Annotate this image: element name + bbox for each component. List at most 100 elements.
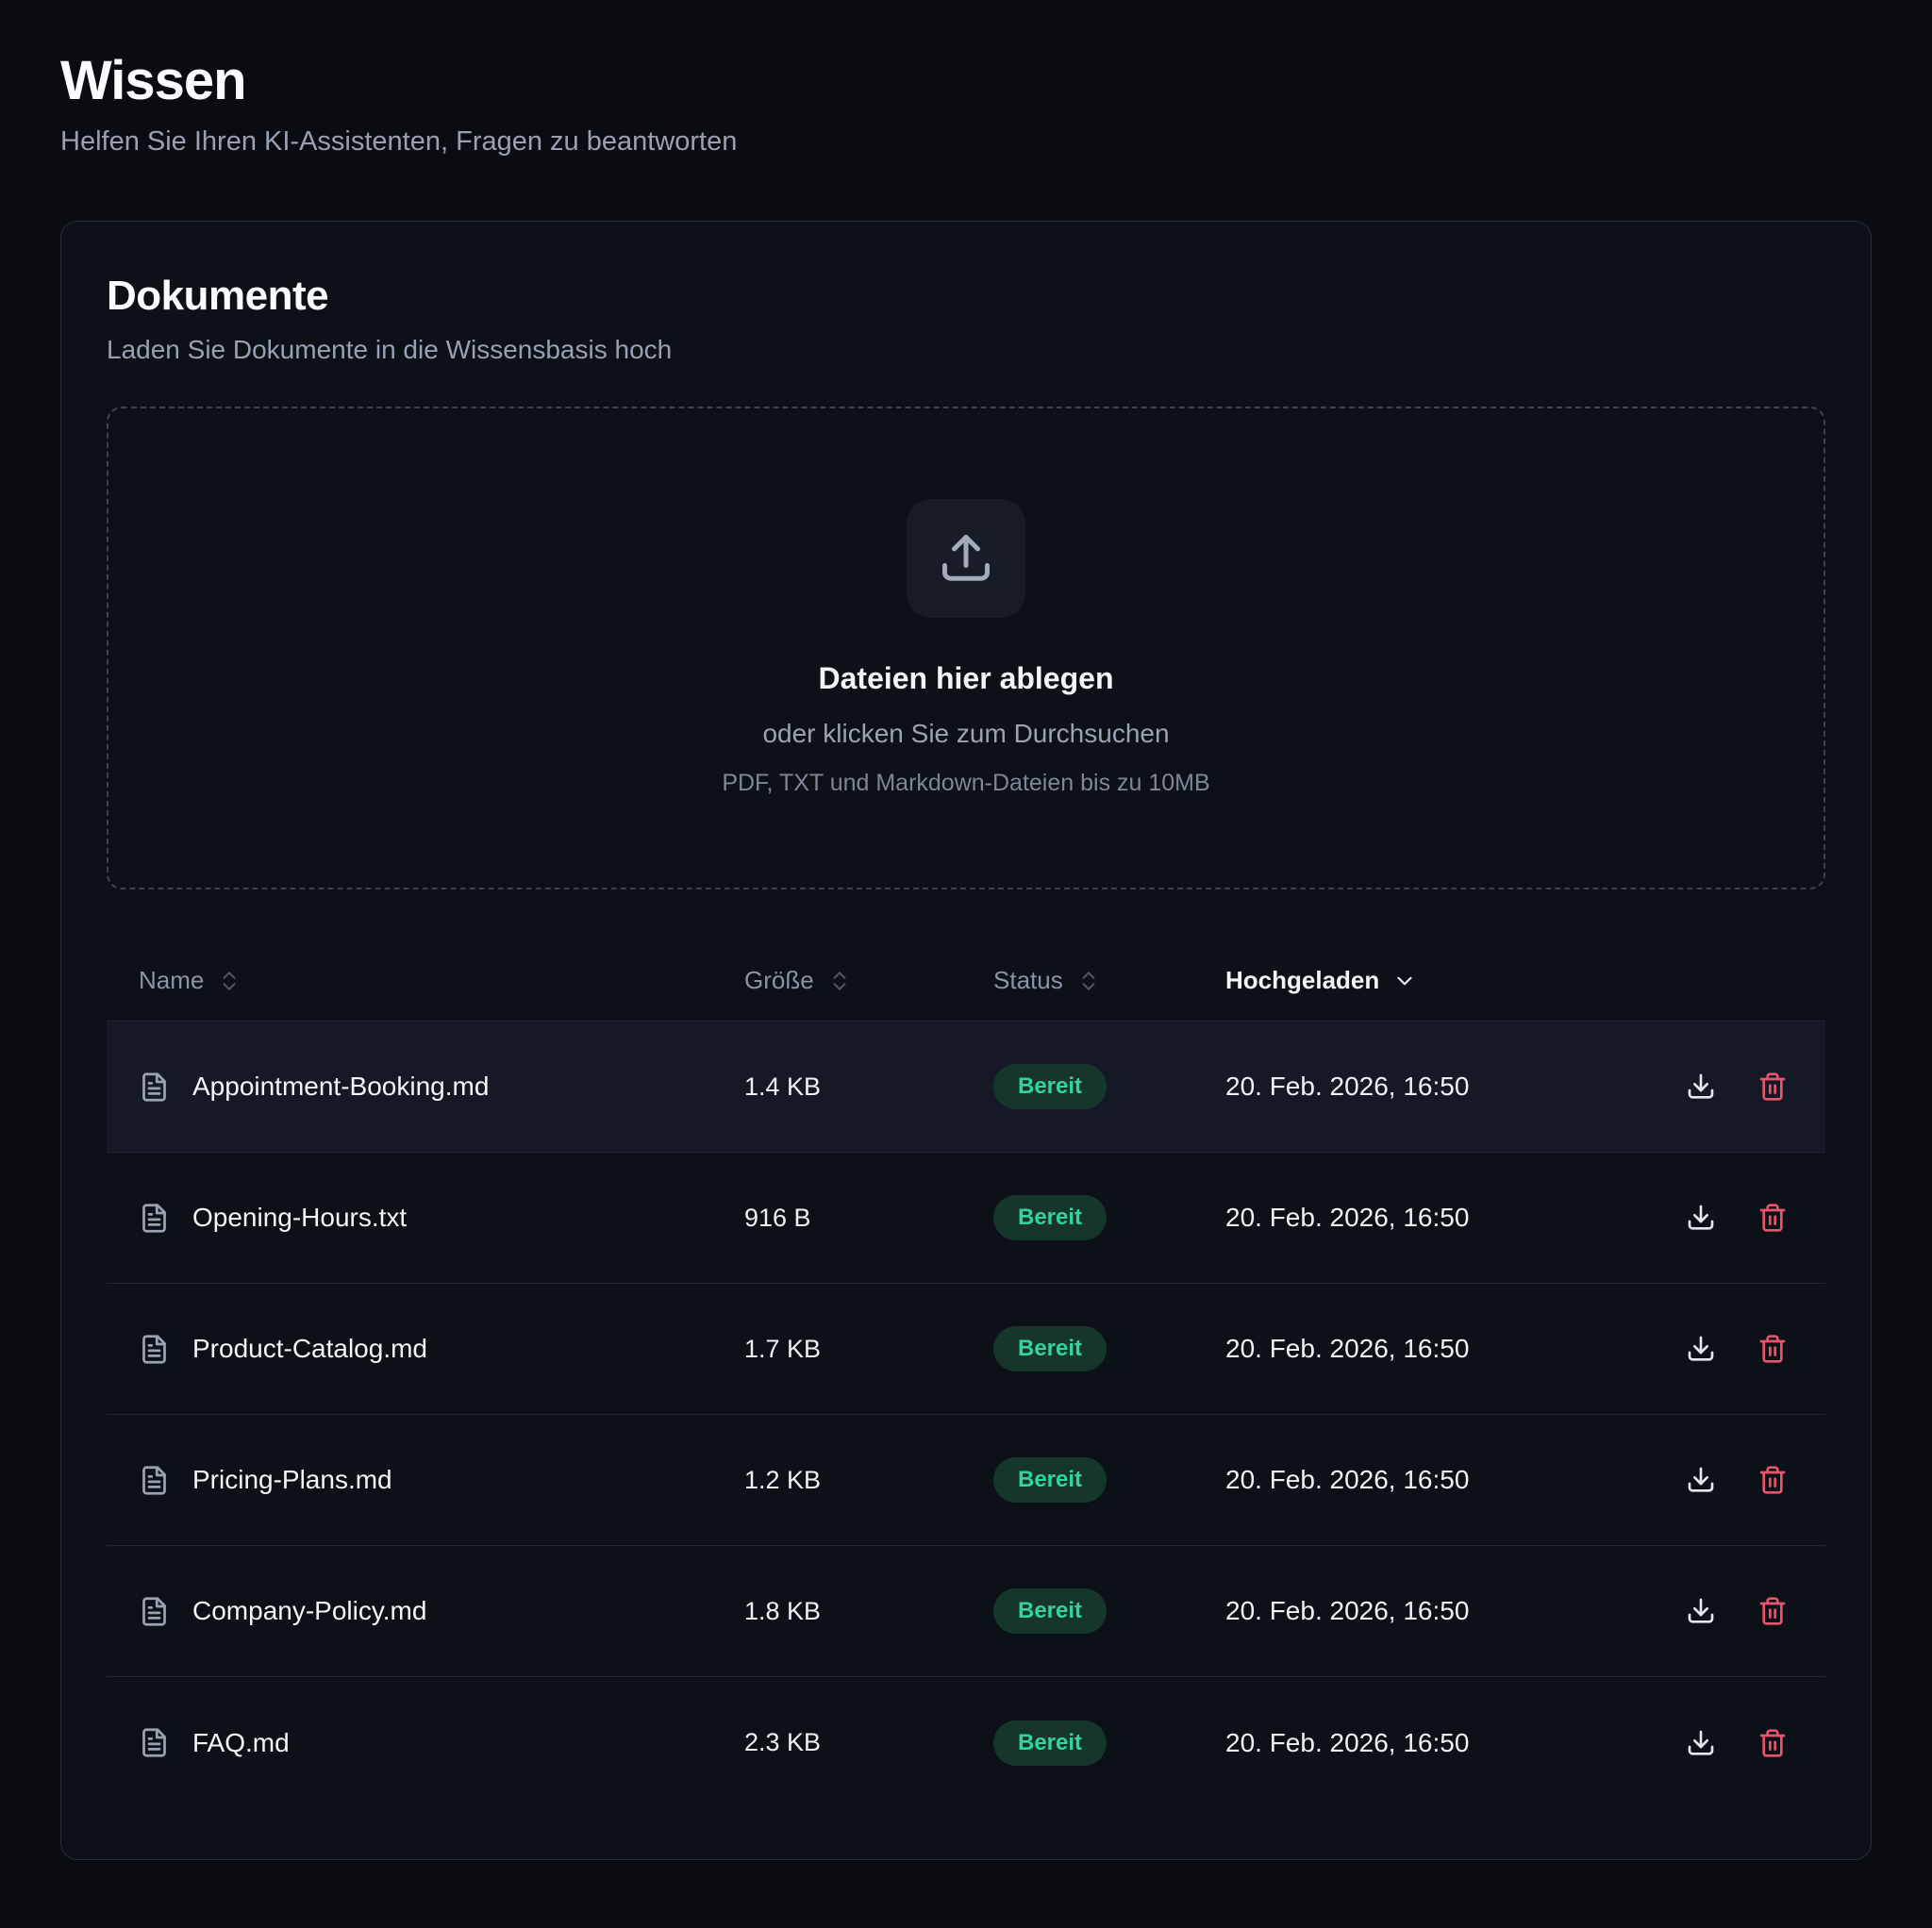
file-size-cell: 916 B <box>712 1204 961 1233</box>
delete-button[interactable] <box>1757 1728 1788 1758</box>
status-badge: Bereit <box>993 1195 1108 1241</box>
trash-icon <box>1759 1335 1786 1363</box>
trash-icon <box>1759 1597 1786 1625</box>
file-uploaded-cell: 20. Feb. 2026, 16:50 <box>1193 1596 1637 1626</box>
file-name: Company-Policy.md <box>192 1596 427 1626</box>
chevrons-up-down-icon <box>833 972 846 990</box>
dropzone-subtitle: oder klicken Sie zum Durchsuchen <box>762 719 1170 749</box>
download-icon <box>1688 1336 1714 1361</box>
download-button[interactable] <box>1686 1334 1716 1364</box>
file-name: Appointment-Booking.md <box>192 1072 490 1102</box>
download-button[interactable] <box>1686 1203 1716 1233</box>
file-status-cell: Bereit <box>961 1195 1193 1241</box>
documents-table: Name Größe Status Hochgeladen <box>107 940 1825 1808</box>
row-actions <box>1637 1334 1825 1364</box>
file-size: 1.2 KB <box>744 1465 822 1494</box>
file-uploaded-cell: 20. Feb. 2026, 16:50 <box>1193 1465 1637 1495</box>
file-name: FAQ.md <box>192 1727 290 1757</box>
file-size: 1.7 KB <box>744 1334 822 1363</box>
row-actions <box>1637 1072 1825 1102</box>
upload-icon-box <box>907 499 1025 619</box>
file-name: Pricing-Plans.md <box>192 1465 392 1495</box>
file-text-icon <box>142 1335 166 1364</box>
file-status-cell: Bereit <box>961 1457 1193 1504</box>
uploaded-date: 20. Feb. 2026, 16:50 <box>1225 1334 1470 1364</box>
knowledge-page: Wissen Helfen Sie Ihren KI-Assistenten, … <box>60 50 1872 1860</box>
status-badge: Bereit <box>993 1720 1108 1766</box>
file-name-cell: Pricing-Plans.md <box>107 1465 712 1496</box>
chevrons-up-down-icon <box>1082 972 1095 990</box>
file-text-icon <box>142 1072 166 1102</box>
chevron-down-icon <box>1397 976 1412 986</box>
file-text-icon <box>142 1728 166 1757</box>
delete-button[interactable] <box>1757 1203 1788 1233</box>
uploaded-date: 20. Feb. 2026, 16:50 <box>1225 1596 1470 1626</box>
download-button[interactable] <box>1686 1465 1716 1495</box>
sort-header-uploaded[interactable]: Hochgeladen <box>1193 966 1637 995</box>
table-row: Company-Policy.md 1.8 KB Bereit 20. Feb.… <box>107 1546 1825 1678</box>
file-status-cell: Bereit <box>961 1064 1193 1110</box>
trash-icon <box>1759 1072 1786 1101</box>
file-uploaded-cell: 20. Feb. 2026, 16:50 <box>1193 1334 1637 1364</box>
file-dropzone[interactable]: Dateien hier ablegen oder klicken Sie zu… <box>107 407 1825 890</box>
download-icon <box>1688 1598 1714 1623</box>
uploaded-date: 20. Feb. 2026, 16:50 <box>1225 1727 1470 1757</box>
status-badge: Bereit <box>993 1064 1108 1110</box>
row-actions <box>1637 1596 1825 1626</box>
sort-header-size[interactable]: Größe <box>712 966 961 995</box>
table-row: FAQ.md 2.3 KB Bereit 20. Feb. 2026, 16:5… <box>107 1677 1825 1808</box>
upload-icon <box>942 535 990 582</box>
file-size-cell: 1.7 KB <box>712 1335 961 1364</box>
file-size: 1.8 KB <box>744 1596 822 1625</box>
file-status-cell: Bereit <box>961 1326 1193 1372</box>
trash-icon <box>1759 1729 1786 1757</box>
file-name-cell: Opening-Hours.txt <box>107 1203 712 1234</box>
file-size: 916 B <box>744 1203 811 1232</box>
card-title: Dokumente <box>107 272 329 319</box>
dropzone-title: Dateien hier ablegen <box>818 661 1114 696</box>
file-name-cell: Product-Catalog.md <box>107 1334 712 1365</box>
status-badge: Bereit <box>993 1588 1108 1635</box>
download-button[interactable] <box>1686 1728 1716 1758</box>
card-subtitle: Laden Sie Dokumente in die Wissensbasis … <box>107 335 673 365</box>
delete-button[interactable] <box>1757 1072 1788 1102</box>
header-label-status: Status <box>993 966 1063 995</box>
file-text-icon <box>142 1204 166 1233</box>
table-row: Product-Catalog.md 1.7 KB Bereit 20. Feb… <box>107 1284 1825 1416</box>
delete-button[interactable] <box>1757 1334 1788 1364</box>
sort-header-name[interactable]: Name <box>107 966 712 995</box>
table-row: Appointment-Booking.md 1.4 KB Bereit 20.… <box>107 1022 1825 1154</box>
page-title: Wissen <box>60 50 247 111</box>
status-badge: Bereit <box>993 1457 1108 1504</box>
file-size-cell: 1.2 KB <box>712 1466 961 1495</box>
uploaded-date: 20. Feb. 2026, 16:50 <box>1225 1203 1470 1233</box>
trash-icon <box>1759 1204 1786 1232</box>
file-text-icon <box>142 1466 166 1495</box>
header-label-name: Name <box>139 966 205 995</box>
delete-button[interactable] <box>1757 1596 1788 1626</box>
file-uploaded-cell: 20. Feb. 2026, 16:50 <box>1193 1072 1637 1102</box>
file-size-cell: 2.3 KB <box>712 1728 961 1757</box>
file-text-icon <box>142 1597 166 1626</box>
file-uploaded-cell: 20. Feb. 2026, 16:50 <box>1193 1728 1637 1758</box>
table-row: Opening-Hours.txt 916 B Bereit 20. Feb. … <box>107 1153 1825 1285</box>
uploaded-date: 20. Feb. 2026, 16:50 <box>1225 1072 1470 1102</box>
row-actions <box>1637 1465 1825 1495</box>
file-status-cell: Bereit <box>961 1588 1193 1635</box>
download-button[interactable] <box>1686 1072 1716 1102</box>
delete-button[interactable] <box>1757 1465 1788 1495</box>
file-name: Opening-Hours.txt <box>192 1203 408 1233</box>
trash-icon <box>1759 1466 1786 1494</box>
download-button[interactable] <box>1686 1596 1716 1626</box>
download-icon <box>1688 1073 1714 1099</box>
row-actions <box>1637 1728 1825 1758</box>
documents-card: Dokumente Laden Sie Dokumente in die Wis… <box>60 220 1872 1860</box>
sort-header-status[interactable]: Status <box>961 966 1193 995</box>
dropzone-hint: PDF, TXT und Markdown-Dateien bis zu 10M… <box>722 770 1210 797</box>
file-size: 2.3 KB <box>744 1728 822 1757</box>
file-name-cell: Appointment-Booking.md <box>107 1072 712 1103</box>
file-size-cell: 1.8 KB <box>712 1597 961 1626</box>
download-icon <box>1688 1467 1714 1492</box>
page-subtitle: Helfen Sie Ihren KI-Assistenten, Fragen … <box>60 125 738 157</box>
download-icon <box>1688 1205 1714 1230</box>
